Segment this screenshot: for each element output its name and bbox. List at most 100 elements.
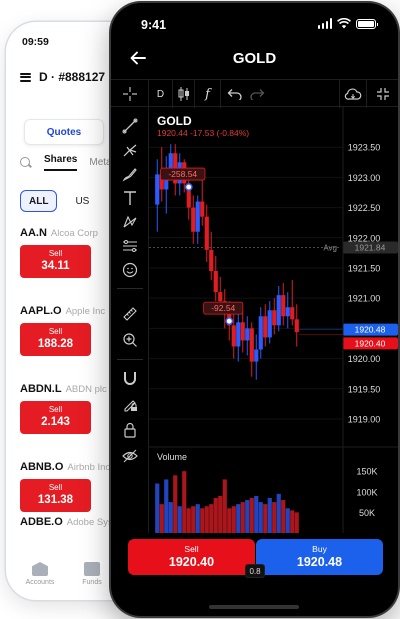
emoji-tool[interactable] bbox=[111, 257, 149, 283]
sell-button[interactable]: Sell 34.11 bbox=[20, 245, 91, 278]
volume-tick-label: 150K bbox=[356, 467, 377, 477]
volume-bar bbox=[182, 471, 187, 533]
trade-marker bbox=[225, 317, 234, 326]
lock-drawings-tool[interactable] bbox=[111, 391, 149, 417]
brush-tool[interactable] bbox=[111, 161, 149, 187]
redo-icon[interactable] bbox=[249, 88, 265, 100]
avg-price-tag bbox=[343, 241, 398, 254]
lock-tool[interactable] bbox=[111, 417, 149, 443]
price-tick-label: 1921.50 bbox=[348, 263, 381, 273]
candle bbox=[254, 349, 259, 362]
buy-button[interactable]: Buy 1920.48 bbox=[256, 539, 383, 575]
volume-bar bbox=[290, 510, 295, 533]
undo-icon[interactable] bbox=[227, 88, 243, 100]
list-item[interactable]: ADBE.O Adobe Sys bbox=[20, 516, 166, 528]
sell-button[interactable]: Sell 131.38 bbox=[20, 479, 91, 512]
text-tool[interactable] bbox=[111, 185, 149, 211]
menu-icon[interactable] bbox=[20, 72, 31, 82]
symbol: ABNB.O bbox=[20, 461, 64, 473]
candle bbox=[240, 322, 245, 341]
candle bbox=[249, 328, 254, 362]
pattern-tool[interactable] bbox=[111, 209, 149, 235]
candle bbox=[209, 249, 214, 271]
candles-icon bbox=[178, 87, 189, 101]
candle bbox=[191, 207, 196, 232]
search-icon[interactable] bbox=[20, 156, 32, 169]
trade-marker bbox=[184, 183, 193, 192]
nav-funds[interactable]: Funds bbox=[70, 562, 114, 586]
timeframe-label: D bbox=[156, 88, 165, 100]
tab-quotes[interactable]: Quotes bbox=[24, 119, 104, 145]
collapse-icon bbox=[376, 88, 389, 100]
volume-tick-label: 50K bbox=[359, 508, 375, 518]
trade-marker-label-box bbox=[160, 167, 206, 181]
chart-canvas[interactable]: 1923.50 1923.00 1922.50 1922.00 1921.50 1921.… bbox=[149, 107, 398, 533]
sell-button[interactable]: Sell 188.28 bbox=[20, 323, 91, 356]
region-filter: ALL US bbox=[20, 190, 97, 212]
volume-bar bbox=[281, 500, 286, 533]
zoom-tool[interactable] bbox=[111, 327, 149, 353]
ruler-tool[interactable] bbox=[111, 301, 149, 327]
nav-accounts[interactable]: Accounts bbox=[18, 562, 62, 586]
volume-bar bbox=[164, 479, 169, 533]
volume-bar bbox=[240, 502, 245, 533]
fib-tool[interactable] bbox=[111, 233, 149, 259]
candle bbox=[294, 319, 299, 332]
list-item[interactable]: AAPL.O Apple Inc Sell 188.28 bbox=[20, 305, 166, 356]
symbol: ABDN.L bbox=[20, 383, 62, 395]
crosshair-icon bbox=[122, 87, 137, 101]
trade-marker-label: -92.54 bbox=[211, 303, 235, 313]
volume-bar bbox=[173, 475, 178, 533]
cloud-sync-button[interactable] bbox=[339, 80, 367, 108]
price-tick-label: 1923.00 bbox=[348, 173, 381, 183]
sell-label: Sell bbox=[184, 544, 199, 555]
status-bar: 9:41 bbox=[111, 3, 398, 43]
company-name: Alcoa Corp bbox=[50, 228, 98, 239]
timeframe-selector[interactable]: D bbox=[149, 80, 173, 108]
wifi-icon bbox=[337, 18, 351, 29]
bottom-nav: Accounts Funds bbox=[6, 562, 166, 586]
candle bbox=[168, 153, 173, 172]
chart-type-button[interactable] bbox=[173, 80, 195, 108]
page-title: GOLD bbox=[232, 50, 277, 67]
account-header[interactable]: D · #888127 bbox=[20, 70, 105, 84]
visibility-tool[interactable] bbox=[111, 443, 149, 469]
candle bbox=[276, 295, 281, 326]
sell-price: 34.11 bbox=[41, 260, 70, 273]
sell-level-tag bbox=[343, 337, 398, 350]
tab-shares[interactable]: Shares bbox=[44, 154, 78, 171]
buy-level-price-label: 1920.48 bbox=[355, 325, 386, 335]
pitchfork-tool[interactable] bbox=[111, 137, 149, 163]
cloud-icon bbox=[344, 88, 362, 100]
back-arrow-icon[interactable] bbox=[129, 49, 147, 67]
price-tick-label: 1921.00 bbox=[348, 294, 381, 304]
list-item[interactable]: ABDN.L ABDN plc Sell 2.143 bbox=[20, 383, 166, 434]
tab-metals[interactable]: Meta bbox=[89, 157, 112, 168]
price-chart[interactable]: 1923.50 1923.00 1922.50 1922.00 1921.50 1921.… bbox=[149, 107, 398, 533]
volume-bar bbox=[186, 508, 191, 533]
magnet-tool[interactable] bbox=[111, 365, 149, 391]
sell-button[interactable]: Sell 1920.40 bbox=[128, 539, 255, 575]
indicators-button[interactable]: f bbox=[195, 80, 221, 108]
sell-price: 2.143 bbox=[41, 416, 70, 429]
fullscreen-button[interactable] bbox=[367, 80, 398, 108]
list-item[interactable]: ABNB.O Airbnb Inc Sell 131.38 bbox=[20, 461, 166, 512]
trend-line-tool[interactable] bbox=[111, 113, 149, 139]
volume-title: Volume bbox=[157, 452, 187, 462]
volume-bar bbox=[209, 504, 214, 533]
volume-bar bbox=[227, 508, 232, 533]
crosshair-tool[interactable] bbox=[111, 80, 149, 108]
sell-button[interactable]: Sell 2.143 bbox=[20, 401, 91, 434]
company-name: Adobe Sys bbox=[66, 517, 113, 528]
signal-icon bbox=[317, 18, 332, 29]
pattern-icon bbox=[123, 215, 137, 228]
list-item[interactable]: AA.N Alcoa Corp Sell 34.11 bbox=[20, 227, 166, 278]
filter-all[interactable]: ALL bbox=[20, 190, 58, 212]
filter-us[interactable]: US bbox=[75, 195, 90, 207]
trend-line-icon bbox=[122, 118, 138, 134]
candle bbox=[290, 307, 295, 320]
candle bbox=[272, 310, 277, 326]
top-bar: GOLD bbox=[111, 45, 398, 77]
ruler-icon bbox=[123, 307, 137, 321]
volume-bar bbox=[218, 495, 223, 533]
